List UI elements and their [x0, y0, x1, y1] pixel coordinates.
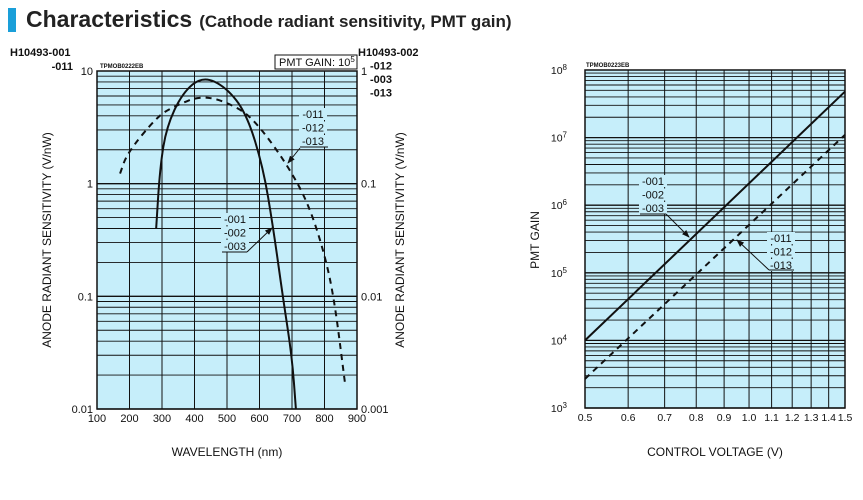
sens-001-label-bg	[221, 226, 249, 239]
x-tick-label: 300	[153, 413, 171, 425]
x-tick-label: 800	[315, 413, 333, 425]
sens-011-label: -011	[302, 109, 323, 121]
series-line-011	[584, 134, 846, 380]
x-tick-label: 600	[250, 413, 268, 425]
y-tick-exponent: 7	[563, 131, 568, 140]
y-tick-exponent: 8	[563, 63, 568, 72]
gain-011-label-bg	[767, 232, 795, 244]
x-tick-label: 1.3	[804, 412, 819, 424]
gain-plot-frame	[584, 69, 846, 409]
x-tick-label: 100	[88, 413, 106, 425]
right-header-variant: -003	[370, 74, 392, 86]
x-tick-label: 1.5	[838, 412, 853, 424]
right-header-variant: -012	[370, 61, 392, 73]
y-tick-label-right: 0.1	[361, 179, 376, 191]
right-header-variant: H10493-002	[358, 47, 419, 59]
y-tick-label: 104	[551, 333, 568, 347]
gain-011-label: -013	[770, 260, 792, 272]
y-axis-label-right: ANODE RADIANT SENSITIVITY (V/nW)	[393, 132, 407, 348]
sens-001-label: -002	[224, 228, 246, 240]
x-tick-label: 1.4	[821, 412, 836, 424]
right-header-variant: -013	[370, 88, 392, 100]
y-tick-label: 107	[551, 131, 568, 145]
y-tick-label-right: 1	[361, 66, 367, 78]
sens-011-label-bg	[299, 108, 327, 120]
gain-001-label: -003	[642, 203, 664, 215]
gain-011-leader-arrow	[736, 239, 770, 271]
y-axis-label: PMT GAIN	[528, 211, 542, 269]
left-header-model: H10493-001	[10, 47, 71, 59]
sens-001-label: -003	[224, 241, 246, 253]
series-line-001	[155, 78, 297, 410]
y-tick-label: 103	[551, 401, 568, 415]
title-sub: (Cathode radiant sensitivity, PMT gain)	[199, 12, 512, 31]
x-tick-label: 200	[120, 413, 138, 425]
gain-plot-area	[585, 70, 845, 408]
gain-001-label: -002	[642, 190, 664, 202]
sens-001-leader-arrow	[246, 227, 273, 253]
sens-001-label: -001	[224, 214, 246, 226]
x-tick-label: 1.0	[742, 412, 757, 424]
y-tick-label-left: 10	[81, 66, 93, 78]
x-tick-label: 1.2	[785, 412, 800, 424]
y-tick-label: 108	[551, 63, 568, 77]
series-line-011	[119, 96, 346, 384]
y-axis-label-left: ANODE RADIANT SENSITIVITY (V/nW)	[40, 132, 54, 348]
gain-001-leader-arrow	[665, 213, 690, 238]
gain-001-label: -001	[642, 176, 664, 188]
x-tick-label: 0.9	[717, 412, 732, 424]
y-tick-label-left: 1	[87, 179, 93, 191]
y-tick-label: 105	[551, 266, 568, 280]
x-axis-label: WAVELENGTH (nm)	[172, 445, 283, 459]
sens-001-label-bg	[221, 240, 249, 252]
sensitivity-plot-frame	[96, 70, 358, 410]
figure-code: TPMOB0223EB	[586, 63, 630, 69]
sens-011-label-bg	[299, 121, 327, 134]
pmt-gain-label: PMT GAIN: 105	[279, 55, 355, 69]
x-tick-label: 400	[185, 413, 203, 425]
gain-001-label-bg	[639, 202, 667, 214]
series-line-001	[584, 90, 846, 342]
x-tick-label: 0.5	[578, 412, 593, 424]
gain-001-label-bg	[639, 175, 667, 187]
gain-011-label-bg	[767, 259, 795, 271]
pmt-gain-exponent: 5	[350, 55, 355, 64]
sens-001-label-bg	[221, 213, 249, 225]
sens-011-label: -012	[302, 123, 324, 135]
title-main: Characteristics	[26, 6, 193, 32]
gain-011-label-bg	[767, 245, 795, 258]
y-tick-label-right: 0.01	[361, 291, 382, 303]
y-tick-label-left: 0.01	[72, 404, 93, 416]
x-tick-label: 0.7	[657, 412, 672, 424]
pmt-gain-box	[274, 54, 358, 70]
sens-011-leader-arrow	[287, 147, 301, 164]
y-tick-exponent: 6	[563, 198, 568, 207]
sens-011-label-bg	[299, 135, 327, 147]
gain-001-label-bg	[639, 188, 667, 201]
sens-011-label: -013	[302, 136, 324, 148]
y-tick-label: 106	[551, 198, 568, 212]
y-tick-label-right: 0.001	[361, 404, 389, 416]
section-title: Characteristics (Cathode radiant sensiti…	[8, 6, 512, 32]
x-tick-label: 500	[218, 413, 236, 425]
y-tick-label-left: 0.1	[78, 291, 93, 303]
x-tick-label: 0.8	[689, 412, 704, 424]
y-tick-exponent: 5	[563, 266, 568, 275]
y-tick-exponent: 4	[563, 333, 568, 342]
x-axis-label: CONTROL VOLTAGE (V)	[647, 445, 783, 459]
y-tick-exponent: 3	[563, 401, 568, 410]
x-tick-label: 900	[348, 413, 366, 425]
gain-011-label: -012	[770, 247, 792, 259]
gain-011-label: -011	[770, 233, 791, 245]
x-tick-label: 700	[283, 413, 301, 425]
x-tick-label: 0.6	[621, 412, 636, 424]
x-tick-label: 1.1	[764, 412, 779, 424]
figure-code: TPMOB0222EB	[100, 64, 144, 70]
title-accent-bar	[8, 8, 16, 32]
left-header-variant: -011	[52, 61, 73, 73]
